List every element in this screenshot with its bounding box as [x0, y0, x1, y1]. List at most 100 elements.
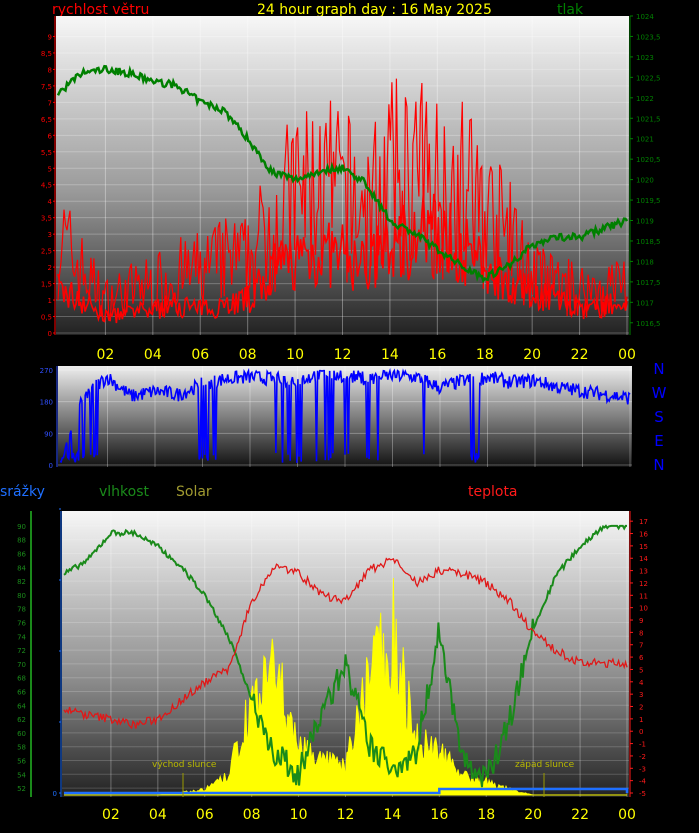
pressure-tick-label: 1024 — [636, 13, 654, 21]
wind-tick-label: 3 — [48, 231, 52, 239]
humidity-tick-label: 78 — [17, 606, 26, 614]
humidity-tick-label: 66 — [17, 689, 26, 697]
wind-tick-label: 4 — [48, 198, 53, 206]
humidity-tick-label: 80 — [17, 592, 26, 600]
pressure-tick-label: 1021,5 — [636, 115, 661, 123]
temperature-tick-label: 3 — [639, 691, 643, 699]
temperature-tick-label: 5 — [639, 666, 643, 674]
pressure-tick-label: 1018,5 — [636, 238, 661, 246]
wind-tick-label: 0 — [48, 330, 52, 338]
wind-tick-label: 4,5 — [41, 182, 52, 190]
wind-speed-axis: 0 0,5 1 1,5 2 2,5 3 3,5 4 4,5 5 5,5 6 6,5 7 7,5 8 8,5 9 — [41, 16, 56, 338]
direction-tick-label: 0 — [49, 462, 53, 470]
x-tick-label: 04 — [149, 807, 167, 823]
temperature-tick-label: 2 — [639, 704, 643, 712]
direction-tick-label: 180 — [40, 399, 53, 407]
pressure-tick-label: 1017 — [636, 299, 654, 307]
wind-tick-label: 5,5 — [41, 149, 52, 157]
direction-tick-label: 90 — [44, 430, 53, 438]
temperature-tick-label: 11 — [639, 592, 648, 600]
x-tick-label: 02 — [102, 807, 120, 823]
humidity-tick-label: 52 — [17, 785, 26, 793]
wind-tick-label: 2,5 — [41, 248, 52, 256]
wind-tick-label: 7,5 — [41, 83, 52, 91]
humidity-tick-label: 84 — [17, 564, 26, 572]
wind-tick-label: 7 — [48, 99, 52, 107]
x-tick-label: 08 — [243, 807, 261, 823]
rain-label: srážky — [0, 484, 45, 500]
wind-tick-label: 5 — [48, 165, 52, 173]
wind-tick-label: 6 — [48, 132, 53, 140]
temperature-tick-label: 6 — [639, 654, 644, 662]
wind-tick-label: 8 — [48, 66, 52, 74]
wind-direction-axis: 0 90 180 270 — [40, 366, 58, 470]
humidity-label: vlhkost — [99, 484, 150, 500]
x-tick-label: 02 — [97, 347, 115, 363]
x-tick-label: 06 — [191, 347, 209, 363]
wind-tick-label: 0,5 — [41, 314, 52, 322]
wind-average-series — [57, 193, 628, 324]
humidity-tick-label: 76 — [17, 620, 26, 628]
wind-tick-label: 8,5 — [41, 50, 52, 58]
temperature-tick-label: 8 — [639, 629, 643, 637]
x-tick-label: 08 — [239, 347, 257, 363]
temperature-tick-label: 13 — [639, 568, 648, 576]
temperature-tick-label: 10 — [639, 605, 648, 613]
x-tick-label: 18 — [477, 807, 495, 823]
solar-series — [64, 577, 627, 796]
temperature-tick-label: -2 — [639, 753, 646, 761]
chart-title: 24 hour graph day : 16 May 2025 — [257, 2, 492, 18]
x-tick-label: 10 — [286, 347, 304, 363]
pressure-tick-label: 1022,5 — [636, 74, 661, 82]
x-tick-label: 04 — [144, 347, 162, 363]
rain-series — [64, 787, 629, 795]
x-tick-label: 16 — [430, 807, 448, 823]
pressure-axis: 1016,5 1017 1017,5 1018 1018,5 1019 1019,5 1020… — [629, 13, 661, 335]
temperature-tick-label: -4 — [639, 778, 647, 786]
temperature-tick-label: -3 — [639, 765, 646, 773]
climate-x-axis: 02 04 06 08 10 12 14 16 18 20 22 00 — [102, 807, 636, 823]
humidity-tick-label: 88 — [17, 537, 26, 545]
wind-tick-label: 3,5 — [41, 215, 52, 223]
humidity-tick-label: 74 — [17, 633, 26, 641]
humidity-tick-label: 62 — [17, 716, 26, 724]
wind-tick-label: 1,5 — [41, 281, 52, 289]
x-tick-label: 22 — [571, 807, 589, 823]
wind-pressure-grid — [56, 16, 629, 335]
x-tick-label: 22 — [571, 347, 589, 363]
wind-tick-label: 1 — [48, 297, 52, 305]
x-tick-label: 06 — [196, 807, 214, 823]
x-tick-label: 20 — [524, 807, 542, 823]
x-tick-label: 14 — [381, 347, 399, 363]
x-tick-label: 00 — [618, 807, 636, 823]
compass-letter: W — [652, 384, 667, 402]
humidity-tick-label: 60 — [17, 730, 26, 738]
sunrise-label: východ slunce — [152, 760, 217, 770]
humidity-tick-label: 68 — [17, 675, 26, 683]
pressure-tick-label: 1019 — [636, 218, 654, 226]
temperature-tick-label: 1 — [639, 716, 643, 724]
x-tick-label: 18 — [476, 347, 494, 363]
temperature-tick-label: 7 — [639, 642, 643, 650]
temperature-tick-label: 17 — [639, 518, 648, 526]
compass-letter: N — [653, 360, 664, 378]
pressure-tick-label: 1017,5 — [636, 279, 661, 287]
humidity-tick-label: 70 — [17, 661, 26, 669]
pressure-tick-label: 1020,5 — [636, 156, 661, 164]
temperature-series — [63, 557, 628, 730]
compass-letter: S — [654, 408, 664, 426]
temperature-label: teplota — [468, 484, 518, 500]
compass-letter: E — [654, 432, 663, 450]
temperature-tick-label: 15 — [639, 543, 648, 551]
pressure-tick-label: 1022 — [636, 95, 654, 103]
temperature-tick-label: -1 — [639, 741, 646, 749]
pressure-tick-label: 1023 — [636, 54, 654, 62]
x-tick-label: 12 — [334, 347, 352, 363]
x-tick-label: 14 — [384, 807, 402, 823]
humidity-tick-label: 56 — [17, 758, 26, 766]
x-tick-label: 10 — [290, 807, 308, 823]
pressure-label: tlak — [557, 2, 584, 18]
temperature-tick-label: 0 — [639, 728, 643, 736]
